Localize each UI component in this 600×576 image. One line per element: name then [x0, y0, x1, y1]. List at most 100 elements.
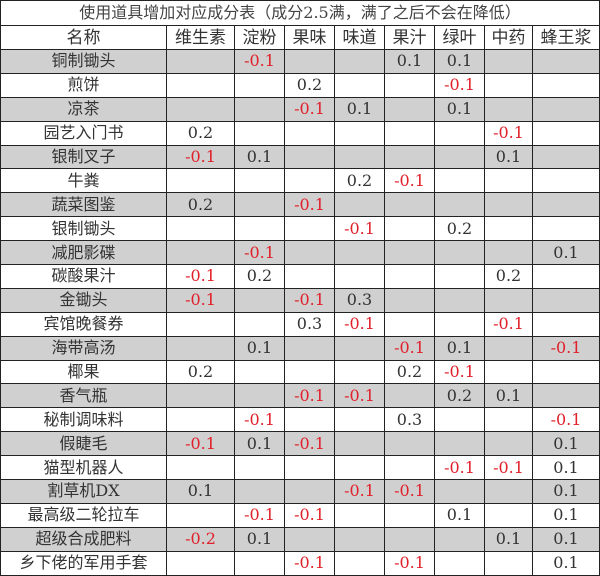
- value-cell: [284, 479, 335, 504]
- value-cell: 0.1: [234, 431, 285, 457]
- value-cell: -0.1: [234, 502, 285, 528]
- value-cell: -0.1: [234, 240, 285, 266]
- value-cell: [334, 264, 385, 289]
- value-cell: [334, 359, 385, 385]
- value-cell: [434, 168, 485, 194]
- value-cell: [384, 431, 435, 457]
- value-cell: -0.1: [484, 120, 533, 146]
- value-cell: 0.1: [484, 383, 533, 409]
- value-cell: 0.2: [334, 168, 385, 194]
- value-cell: -0.1: [384, 550, 435, 576]
- item-name: 煎饼: [0, 72, 167, 98]
- value-cell: [284, 240, 335, 266]
- value-cell: [284, 359, 335, 385]
- value-cell: [234, 168, 285, 194]
- value-cell: [334, 49, 385, 74]
- value-cell: [284, 216, 335, 242]
- value-cell: -0.1: [334, 383, 385, 409]
- value-cell: 0.2: [166, 120, 235, 146]
- value-cell: [434, 192, 485, 218]
- table-row: 银制叉子 -0.1 0.1 0.1: [0, 144, 600, 170]
- value-cell: [484, 240, 533, 266]
- value-cell: -0.1: [384, 335, 435, 361]
- value-cell: [532, 72, 600, 98]
- value-cell: [334, 455, 385, 481]
- value-cell: -0.1: [484, 311, 533, 337]
- value-cell: 0.2: [434, 383, 485, 409]
- value-cell: 0.1: [532, 455, 600, 481]
- value-cell: [384, 455, 435, 481]
- value-cell: [384, 216, 435, 242]
- value-cell: [384, 144, 435, 170]
- value-cell: [334, 526, 385, 552]
- value-cell: [284, 335, 335, 361]
- table-row: 假睫毛 -0.1 0.1 -0.1 0.1: [0, 431, 600, 457]
- value-cell: 0.1: [434, 335, 485, 361]
- item-name: 银制锄头: [0, 216, 167, 242]
- value-cell: [234, 96, 285, 122]
- value-cell: 0.1: [434, 502, 485, 528]
- value-cell: 0.1: [234, 335, 285, 361]
- table-row: 椰果 0.2 0.2 -0.1: [0, 359, 600, 385]
- value-cell: [484, 479, 533, 504]
- value-cell: [434, 550, 485, 576]
- value-cell: [166, 311, 235, 337]
- table-row: 金锄头 -0.1 -0.1 0.3: [0, 287, 600, 313]
- value-cell: [334, 72, 385, 98]
- value-cell: [384, 264, 435, 289]
- value-cell: [484, 96, 533, 122]
- value-cell: [434, 264, 485, 289]
- value-cell: [434, 431, 485, 457]
- item-name: 牛粪: [0, 168, 167, 194]
- value-cell: [384, 526, 435, 552]
- value-cell: [284, 264, 335, 289]
- value-cell: 0.1: [234, 144, 285, 170]
- item-name: 乡下佬的军用手套: [0, 550, 167, 576]
- item-name: 割草机DX: [0, 479, 167, 504]
- value-cell: [384, 120, 435, 146]
- value-cell: [334, 144, 385, 170]
- table-row: 秘制调味料 -0.1 0.3 -0.1: [0, 407, 600, 433]
- value-cell: [532, 49, 600, 74]
- value-cell: -0.1: [284, 550, 335, 576]
- value-cell: [384, 287, 435, 313]
- table-row: 宾馆晚餐券 0.3 -0.1 -0.1: [0, 311, 600, 337]
- table-row: 园艺入门书 0.2 -0.1: [0, 120, 600, 146]
- value-cell: 0.1: [484, 144, 533, 170]
- value-cell: [384, 502, 435, 528]
- value-cell: [484, 431, 533, 457]
- value-cell: [384, 96, 435, 122]
- value-cell: [334, 407, 385, 433]
- value-cell: [166, 455, 235, 481]
- value-cell: -0.1: [334, 479, 385, 504]
- value-cell: [234, 383, 285, 409]
- column-header: 淀粉: [234, 25, 285, 50]
- value-cell: [284, 526, 335, 552]
- value-cell: [384, 311, 435, 337]
- value-cell: [166, 168, 235, 194]
- value-cell: [484, 216, 533, 242]
- value-cell: [484, 335, 533, 361]
- value-cell: [484, 287, 533, 313]
- value-cell: -0.1: [234, 407, 285, 433]
- value-cell: -0.1: [334, 311, 385, 337]
- value-cell: [334, 240, 385, 266]
- table-row: 减肥影碟 -0.1 0.1: [0, 240, 600, 266]
- value-cell: [166, 216, 235, 242]
- value-cell: -0.2: [166, 526, 235, 552]
- value-cell: 0.2: [484, 264, 533, 289]
- value-cell: 0.1: [434, 49, 485, 74]
- value-cell: [334, 120, 385, 146]
- table-row: 乡下佬的军用手套 -0.1 -0.1 0.1: [0, 550, 600, 576]
- value-cell: [234, 455, 285, 481]
- value-cell: -0.1: [166, 287, 235, 313]
- value-cell: [166, 383, 235, 409]
- value-cell: [384, 72, 435, 98]
- value-cell: [234, 216, 285, 242]
- value-cell: -0.1: [434, 72, 485, 98]
- value-cell: 0.2: [166, 192, 235, 218]
- value-cell: [334, 431, 385, 457]
- value-cell: -0.1: [166, 431, 235, 457]
- value-cell: [284, 168, 335, 194]
- table-row: 猫型机器人 -0.1 -0.1 0.1: [0, 455, 600, 481]
